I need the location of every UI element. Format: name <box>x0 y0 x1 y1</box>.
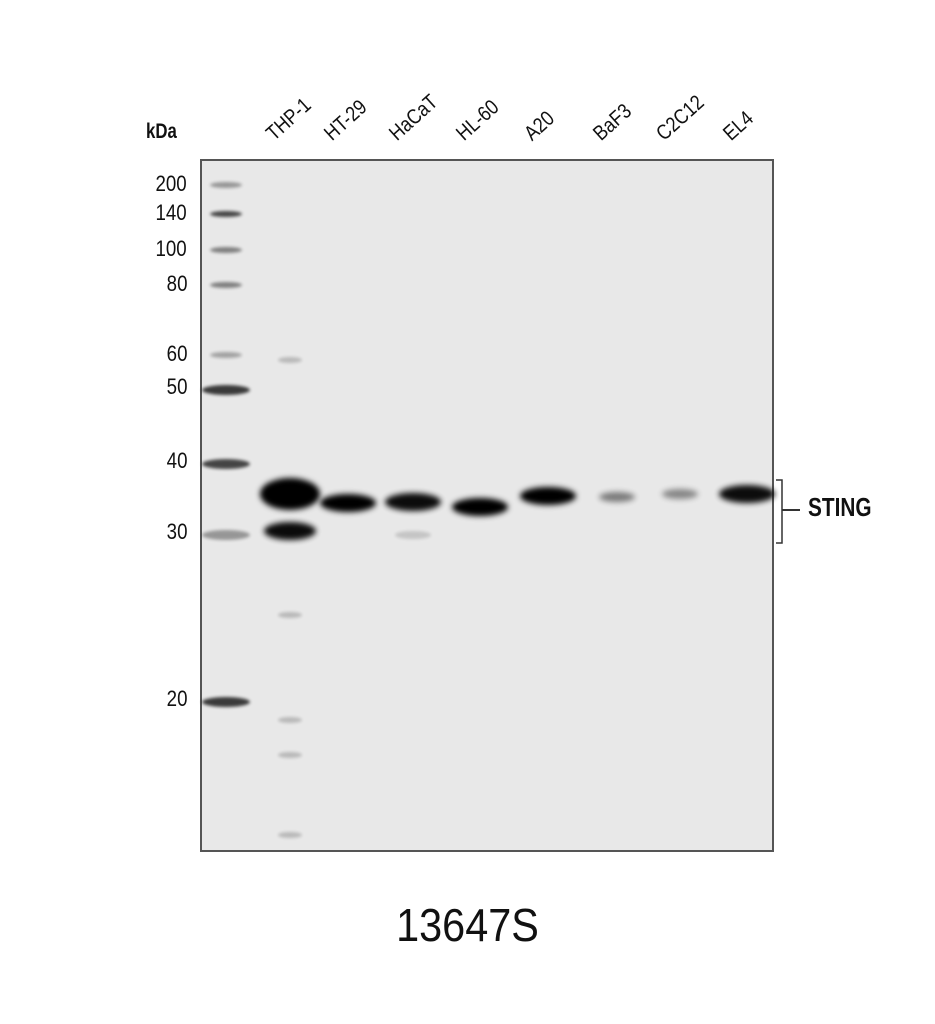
faint-band <box>278 357 302 363</box>
target-label: STING <box>808 492 872 522</box>
sting-band <box>260 478 320 510</box>
catalog-number: 13647S <box>396 899 539 951</box>
marker-label: 40 <box>166 448 187 473</box>
sting-band <box>662 489 698 499</box>
marker-label: 60 <box>166 341 187 366</box>
ladder-band <box>202 530 250 540</box>
ladder-band <box>210 211 242 217</box>
faint-band <box>395 531 431 539</box>
marker-label: 200 <box>155 171 187 196</box>
ladder-band <box>210 282 242 288</box>
faint-band <box>278 752 302 758</box>
sting-band <box>320 494 376 512</box>
sting-band <box>452 498 508 516</box>
marker-label: 50 <box>166 374 187 399</box>
ladder-band <box>210 352 242 358</box>
ladder-band <box>202 459 250 469</box>
faint-band <box>278 832 302 838</box>
ladder-band <box>210 182 242 188</box>
marker-label: 80 <box>166 271 187 296</box>
ladder-band <box>202 385 250 395</box>
sting-band <box>385 493 441 511</box>
faint-band <box>278 612 302 618</box>
kda-label: kDa <box>146 120 177 143</box>
marker-label: 30 <box>166 519 187 544</box>
sting-band <box>599 492 635 502</box>
faint-band <box>278 717 302 723</box>
sting-band <box>719 485 775 503</box>
marker-label: 20 <box>166 686 187 711</box>
sting-bracket <box>776 479 783 544</box>
sting-lower-band <box>264 522 316 540</box>
ladder-band <box>202 697 250 707</box>
marker-label: 100 <box>155 236 187 261</box>
marker-label: 140 <box>155 200 187 225</box>
ladder-band <box>210 247 242 253</box>
sting-band <box>520 487 576 505</box>
